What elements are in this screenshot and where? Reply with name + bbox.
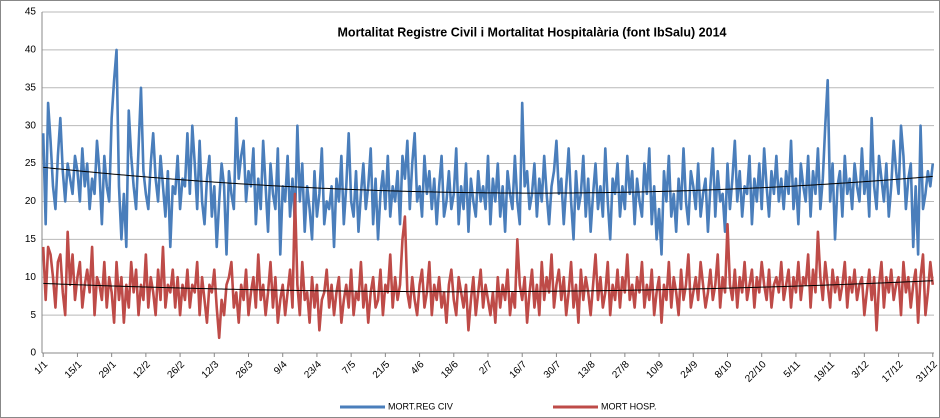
legend-label: MORT.REG CIV <box>388 401 453 411</box>
y-tick-label: 15 <box>25 234 37 245</box>
trend-line <box>43 166 933 194</box>
y-tick-label: 25 <box>25 158 37 169</box>
y-tick-label: 40 <box>25 45 37 56</box>
series-line <box>41 48 935 256</box>
y-tick-label: 20 <box>25 196 37 207</box>
y-tick-label: 45 <box>25 7 37 18</box>
trend-line <box>43 280 933 293</box>
y-tick-label: 0 <box>30 348 36 359</box>
chart-title: Mortalitat Registre Civil i Mortalitat H… <box>338 25 727 39</box>
series-line <box>41 192 935 340</box>
y-tick-label: 30 <box>25 120 37 131</box>
legend-label: MORT HOSP. <box>601 401 657 411</box>
y-tick-label: 10 <box>25 272 37 283</box>
y-tick-label: 35 <box>25 82 37 93</box>
y-tick-label: 5 <box>30 310 36 321</box>
